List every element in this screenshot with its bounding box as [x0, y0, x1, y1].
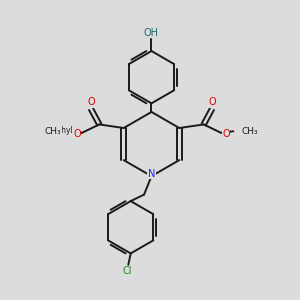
Text: Cl: Cl	[122, 266, 132, 276]
Text: O: O	[222, 129, 230, 139]
Text: CH₃: CH₃	[45, 127, 61, 136]
Text: N: N	[148, 169, 155, 179]
Text: O: O	[73, 129, 81, 139]
Text: OH: OH	[144, 28, 159, 38]
Text: methyl: methyl	[46, 126, 73, 135]
Text: O: O	[87, 98, 95, 107]
Text: CH₃: CH₃	[242, 127, 258, 136]
Text: O: O	[208, 98, 216, 107]
